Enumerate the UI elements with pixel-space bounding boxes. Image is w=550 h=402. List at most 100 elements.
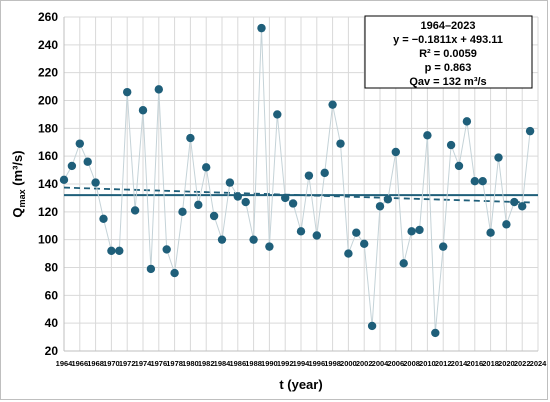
- data-point: [320, 168, 329, 178]
- x-tick-label: 1990: [261, 359, 278, 368]
- data-point: [288, 199, 298, 208]
- data-point: [75, 139, 85, 148]
- data-point: [510, 197, 519, 207]
- y-axis-title: Qmax (m³/s): [10, 150, 27, 217]
- data-point: [115, 246, 124, 255]
- x-tick-label: 1966: [71, 359, 88, 368]
- data-point: [99, 214, 108, 223]
- x-tick-label: 2004: [372, 359, 390, 368]
- info-box-border: [364, 15, 533, 89]
- info-equation: y = −0.1811x + 493.11: [393, 34, 503, 46]
- data-point: [336, 139, 345, 148]
- data-point: [399, 259, 408, 268]
- x-tick-label: 1998: [324, 359, 341, 368]
- gridlines: [63, 16, 539, 352]
- x-tick-label: 2006: [387, 359, 404, 368]
- data-point: [138, 106, 148, 115]
- data-point: [304, 171, 314, 180]
- data-point: [486, 228, 495, 237]
- data-point: [439, 242, 448, 251]
- x-tick-label: 2014: [451, 359, 469, 368]
- y-tick-label: 220: [38, 66, 58, 80]
- data-point: [454, 161, 464, 171]
- data-point: [525, 126, 535, 136]
- y-tick-label: 60: [45, 288, 59, 302]
- x-tick-label: 2024: [530, 359, 548, 368]
- data-point: [407, 227, 416, 236]
- data-point: [383, 195, 393, 204]
- data-point: [249, 235, 258, 244]
- data-point: [446, 140, 456, 150]
- data-point: [123, 87, 132, 97]
- data-point: [225, 178, 235, 187]
- data-point: [470, 177, 479, 186]
- x-axis-title: t (year): [279, 377, 322, 392]
- x-tick-labels: 1964 1966 1968 1970 1972 1974 1976 1978 1980 1982…: [56, 359, 548, 368]
- data-point: [209, 211, 219, 221]
- data-point: [478, 177, 487, 186]
- data-point: [59, 175, 69, 185]
- y-axis-title-sub: max: [17, 189, 27, 207]
- data-point: [265, 242, 274, 251]
- data-point: [67, 161, 77, 171]
- data-point: [502, 220, 511, 229]
- info-period: 1964–2023: [420, 20, 475, 32]
- x-tick-label: 1984: [214, 359, 232, 368]
- data-point: [431, 328, 440, 338]
- x-tick-label: 2016: [466, 359, 483, 368]
- data-point: [281, 193, 290, 203]
- x-tick-label: 2008: [403, 359, 420, 368]
- data-point: [233, 192, 242, 201]
- x-tick-label: 1970: [103, 359, 120, 368]
- x-tick-label: 1976: [150, 359, 167, 368]
- data-point: [154, 85, 163, 94]
- y-tick-label: 100: [38, 233, 58, 247]
- data-points: [59, 23, 535, 338]
- x-tick-label: 1988: [245, 359, 262, 368]
- data-point: [91, 178, 100, 187]
- x-tick-label: 1996: [308, 359, 325, 368]
- data-point: [186, 133, 195, 143]
- data-point: [257, 23, 266, 33]
- y-axis-title-unit: (m³/s): [10, 150, 25, 189]
- x-tick-label: 1986: [229, 359, 246, 368]
- y-tick-label: 260: [38, 10, 58, 24]
- data-point: [241, 197, 250, 207]
- y-tick-label: 120: [38, 205, 58, 219]
- data-point: [162, 245, 171, 254]
- data-point: [462, 117, 472, 126]
- data-point: [312, 231, 321, 240]
- x-tick-label: 2020: [498, 359, 515, 368]
- x-tick-label: 1968: [87, 359, 104, 368]
- data-point: [146, 264, 156, 274]
- data-point: [494, 153, 503, 162]
- data-point: [375, 202, 385, 211]
- data-point: [130, 206, 140, 215]
- data-point: [273, 110, 282, 119]
- y-tick-label: 200: [38, 94, 58, 108]
- data-point: [391, 147, 400, 157]
- info-mean: Qav = 132 m³/s: [409, 76, 486, 88]
- y-tick-label: 80: [45, 261, 59, 275]
- x-tick-label: 1978: [166, 359, 183, 368]
- data-point: [344, 249, 353, 258]
- x-tick-label: 2012: [435, 359, 452, 368]
- data-point: [194, 200, 203, 210]
- trend-line: [63, 186, 531, 204]
- x-tick-label: 1994: [293, 359, 311, 368]
- data-point: [415, 225, 424, 235]
- trend-line-group: [63, 186, 531, 204]
- x-tick-label: 1980: [182, 359, 199, 368]
- data-point: [367, 321, 377, 331]
- x-tick-label: 2010: [419, 359, 436, 368]
- x-tick-label: 2018: [482, 359, 499, 368]
- x-tick-label: 2002: [356, 359, 373, 368]
- data-point: [360, 239, 369, 249]
- data-point: [352, 228, 361, 237]
- data-point: [518, 202, 527, 211]
- y-tick-label: 160: [38, 149, 58, 163]
- x-tick-label: 1974: [135, 359, 153, 368]
- x-tick-label: 1964: [56, 359, 74, 368]
